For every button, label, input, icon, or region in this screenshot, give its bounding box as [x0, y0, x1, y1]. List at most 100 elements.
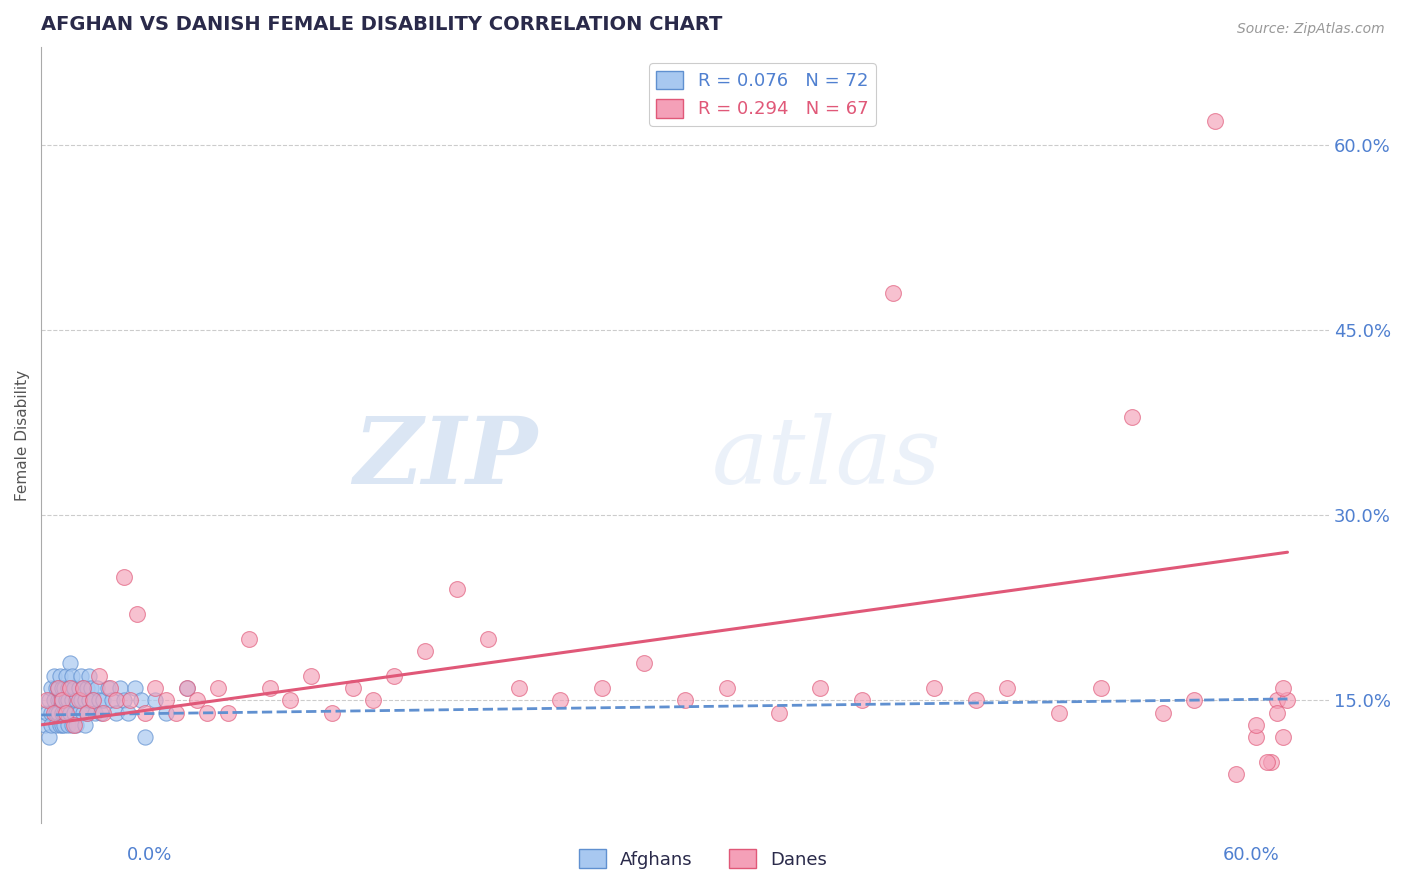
Point: [477, 632, 499, 646]
Point: [176, 681, 198, 695]
Point: [51, 693, 73, 707]
Point: [82, 693, 104, 707]
Point: [37, 693, 59, 707]
Point: [1272, 730, 1295, 744]
Point: [100, 693, 122, 707]
Point: [90, 706, 112, 720]
Point: [1277, 693, 1299, 707]
Point: [1265, 706, 1288, 720]
Point: [46, 681, 69, 695]
Point: [60, 668, 83, 682]
Point: [84, 706, 107, 720]
Point: [65, 718, 87, 732]
Point: [42, 668, 65, 682]
Point: [69, 668, 91, 682]
Point: [46, 693, 69, 707]
Point: [176, 681, 198, 695]
Point: [56, 681, 79, 695]
Point: [38, 730, 60, 744]
Point: [299, 668, 322, 682]
Point: [155, 706, 177, 720]
Point: [67, 706, 90, 720]
Point: [45, 718, 67, 732]
Point: [38, 693, 60, 707]
Point: [217, 706, 239, 720]
Point: [60, 693, 83, 707]
Point: [1265, 693, 1288, 707]
Point: [1272, 681, 1295, 695]
Point: [73, 693, 96, 707]
Point: [45, 706, 67, 720]
Point: [72, 681, 94, 695]
Point: [134, 706, 156, 720]
Point: [49, 668, 72, 682]
Point: [1256, 755, 1278, 769]
Point: [882, 286, 904, 301]
Point: [51, 718, 73, 732]
Point: [63, 718, 86, 732]
Point: [508, 681, 530, 695]
Point: [1246, 730, 1268, 744]
Point: [41, 718, 63, 732]
Y-axis label: Female Disability: Female Disability: [15, 369, 30, 500]
Point: [321, 706, 343, 720]
Point: [55, 706, 77, 720]
Point: [259, 681, 281, 695]
Point: [195, 706, 218, 720]
Point: [1090, 681, 1112, 695]
Point: [104, 693, 127, 707]
Point: [143, 681, 166, 695]
Point: [52, 706, 75, 720]
Point: [112, 570, 135, 584]
Point: [51, 681, 73, 695]
Point: [1225, 767, 1247, 781]
Point: [60, 718, 83, 732]
Point: [1260, 755, 1282, 769]
Point: [76, 706, 98, 720]
Text: 0.0%: 0.0%: [127, 846, 172, 863]
Point: [768, 706, 790, 720]
Point: [591, 681, 613, 695]
Point: [59, 656, 82, 670]
Point: [98, 681, 121, 695]
Text: AFGHAN VS DANISH FEMALE DISABILITY CORRELATION CHART: AFGHAN VS DANISH FEMALE DISABILITY CORRE…: [41, 15, 723, 34]
Point: [76, 681, 98, 695]
Point: [120, 693, 142, 707]
Point: [52, 718, 75, 732]
Point: [633, 656, 655, 670]
Point: [124, 681, 146, 695]
Point: [155, 693, 177, 707]
Point: [97, 681, 120, 695]
Point: [41, 681, 63, 695]
Point: [65, 693, 87, 707]
Point: [41, 706, 63, 720]
Point: [112, 693, 135, 707]
Point: [42, 706, 65, 720]
Point: [77, 668, 100, 682]
Point: [415, 644, 437, 658]
Point: [37, 706, 59, 720]
Point: [117, 706, 139, 720]
Point: [143, 693, 166, 707]
Point: [56, 693, 79, 707]
Point: [34, 718, 56, 732]
Point: [45, 681, 67, 695]
Point: [238, 632, 260, 646]
Point: [129, 693, 152, 707]
Point: [51, 693, 73, 707]
Point: [673, 693, 696, 707]
Point: [46, 681, 69, 695]
Point: [93, 706, 115, 720]
Point: [363, 693, 385, 707]
Point: [76, 706, 98, 720]
Point: [550, 693, 572, 707]
Point: [1152, 706, 1174, 720]
Point: [51, 706, 73, 720]
Point: [59, 681, 82, 695]
Point: [55, 668, 77, 682]
Point: [165, 706, 187, 720]
Point: [42, 693, 65, 707]
Point: [55, 706, 77, 720]
Point: [207, 681, 229, 695]
Point: [93, 693, 115, 707]
